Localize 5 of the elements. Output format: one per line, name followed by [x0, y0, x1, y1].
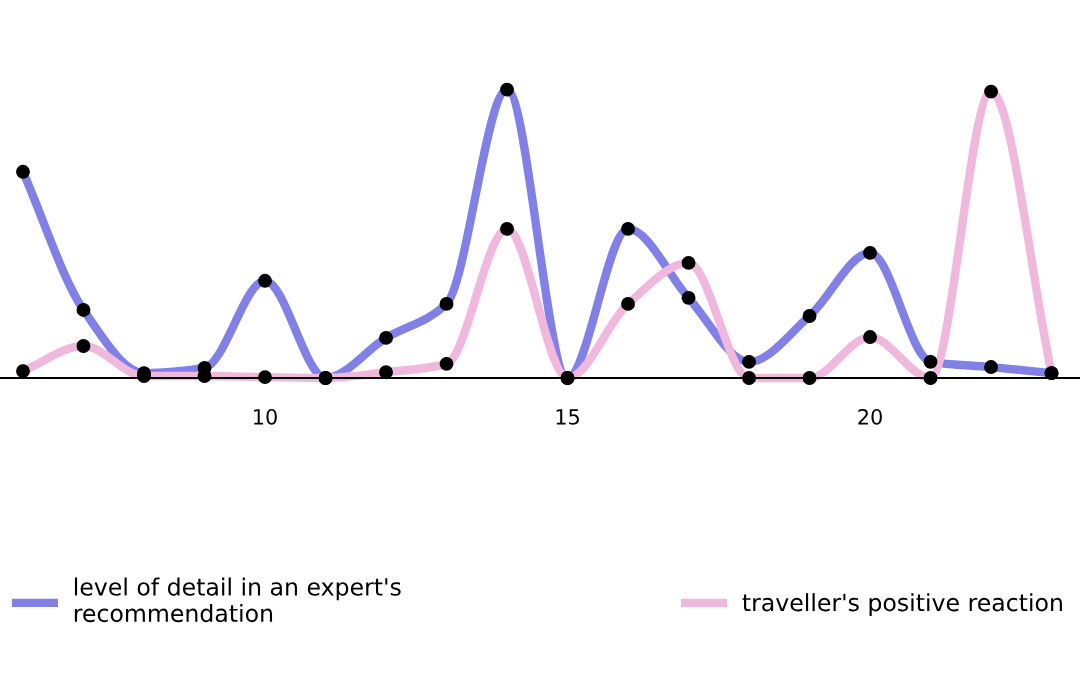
x-tick-label: 10	[254, 408, 277, 425]
legend-label: traveller's positive reaction	[742, 593, 1062, 616]
legend-label: level of detail in an expert's recommendation	[74, 577, 401, 623]
x-tick-label: 15	[556, 409, 579, 425]
x-tick-label: 20	[858, 408, 882, 425]
